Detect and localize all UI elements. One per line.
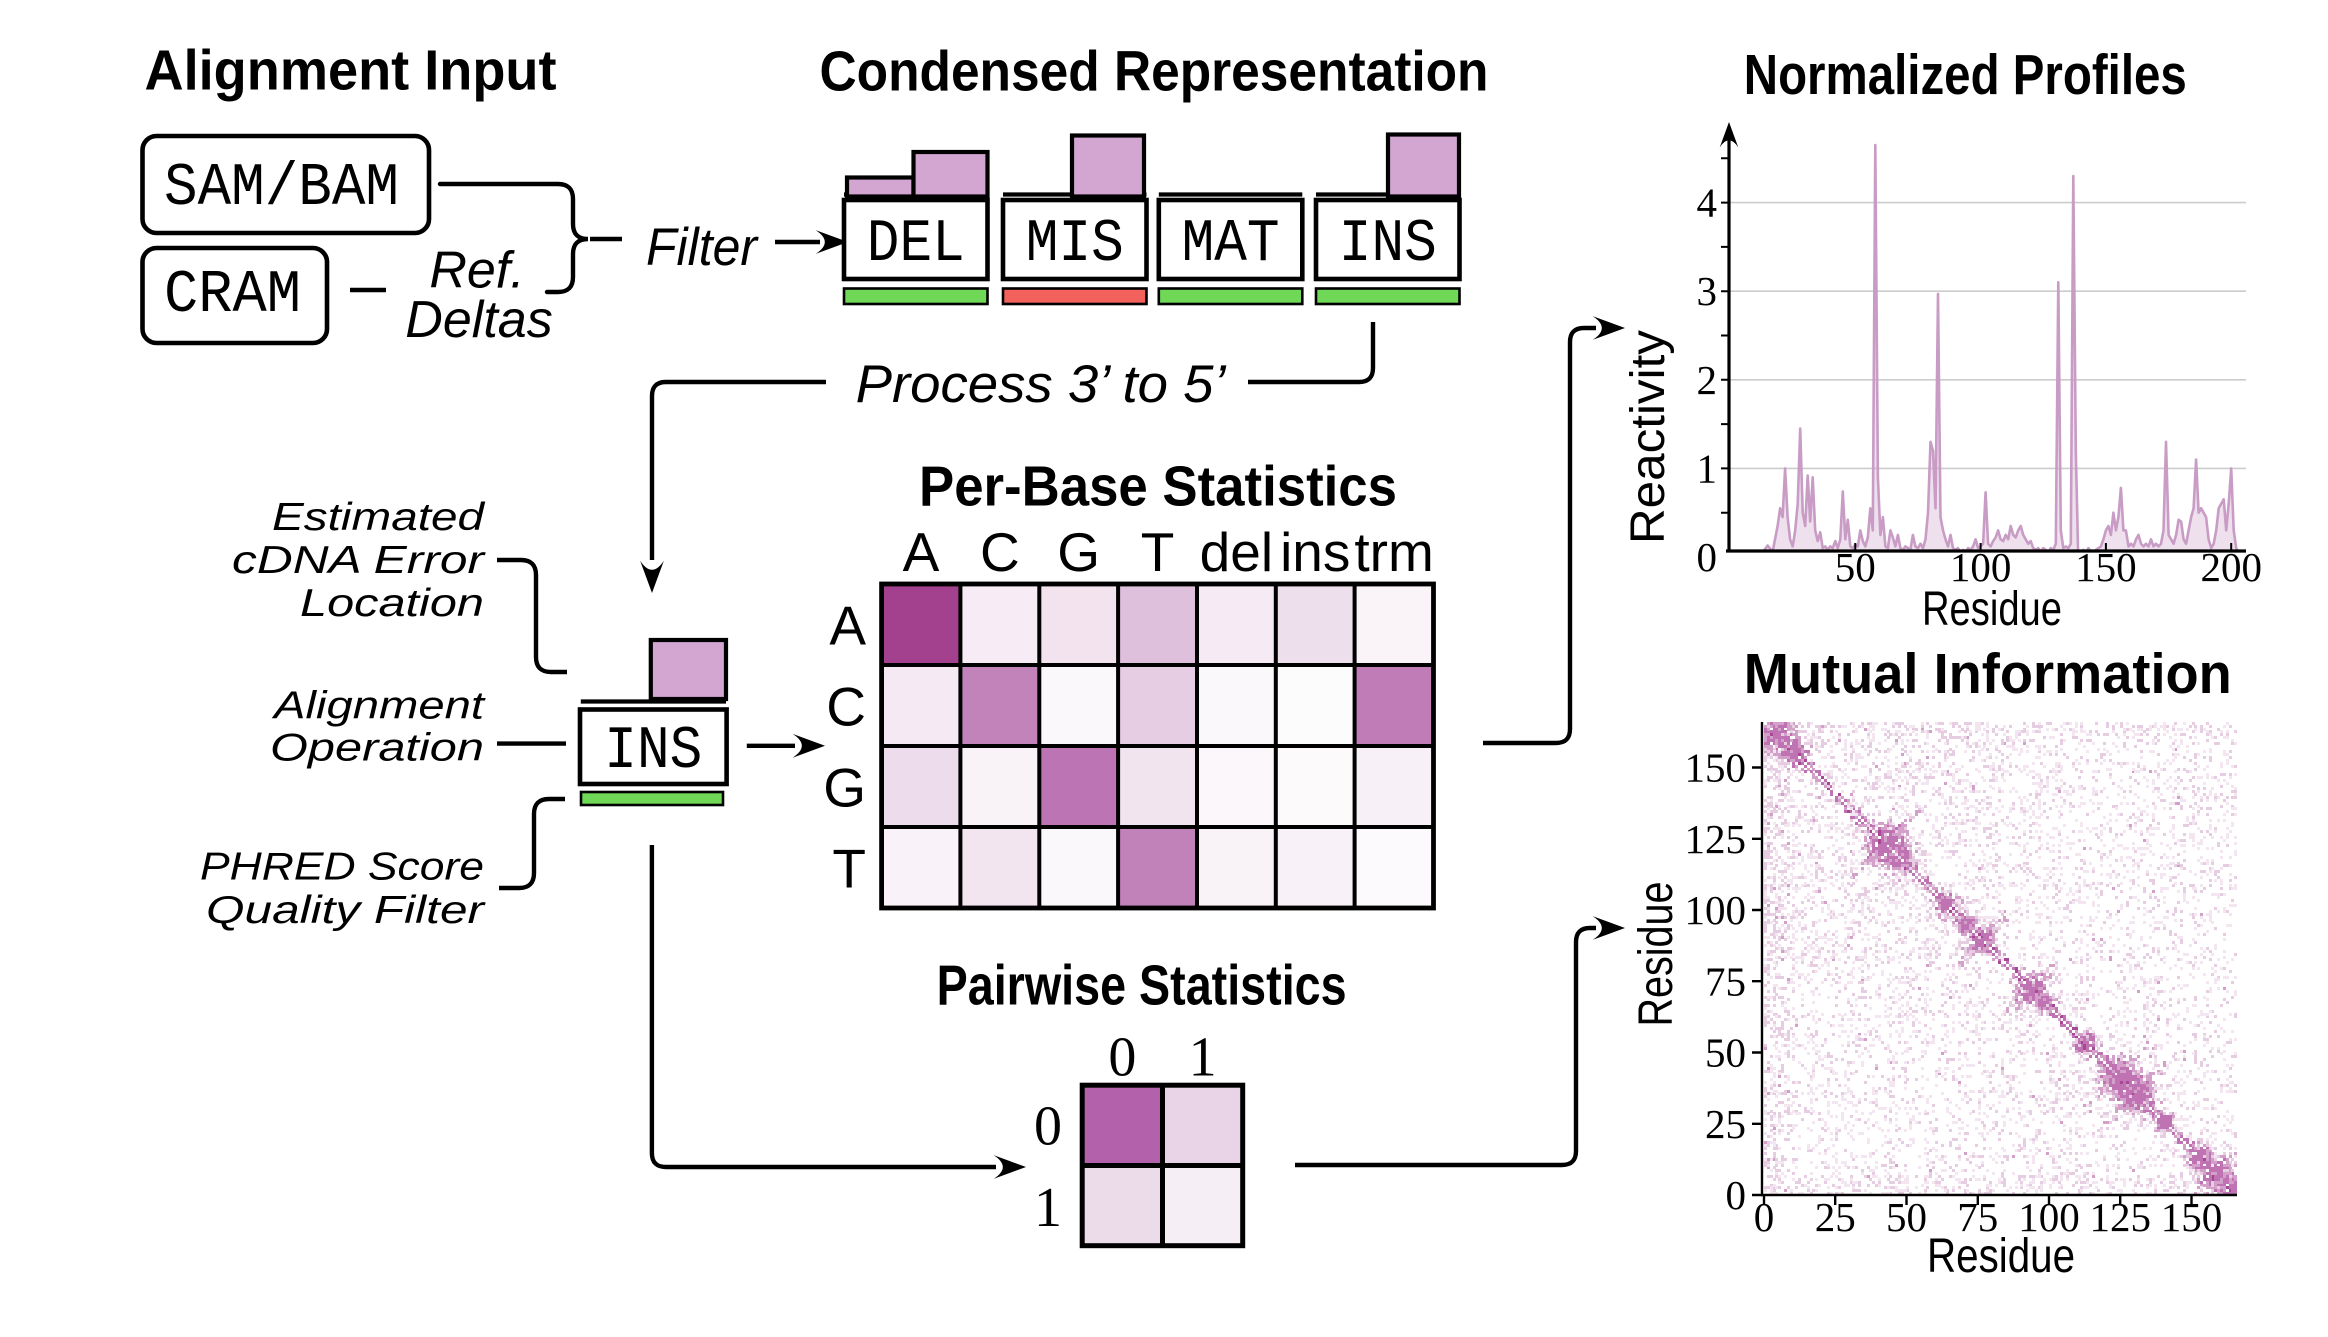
svg-text:Residue: Residue: [1927, 1230, 2075, 1283]
svg-text:125: 125: [1685, 816, 1747, 862]
svg-text:G: G: [823, 757, 866, 819]
svg-text:50: 50: [1886, 1194, 1927, 1240]
svg-text:Filter: Filter: [646, 218, 759, 277]
svg-text:0: 0: [1034, 1095, 1062, 1157]
svg-text:1: 1: [1697, 445, 1718, 491]
svg-text:75: 75: [1705, 958, 1746, 1004]
svg-text:MAT: MAT: [1182, 211, 1280, 279]
svg-text:125: 125: [2090, 1194, 2152, 1240]
svg-text:MIS: MIS: [1026, 211, 1124, 279]
svg-text:CRAM: CRAM: [164, 262, 301, 330]
svg-text:Normalized Profiles: Normalized Profiles: [1744, 43, 2187, 107]
svg-text:1: 1: [1034, 1177, 1062, 1239]
svg-text:trm: trm: [1354, 521, 1433, 583]
svg-text:del: del: [1200, 521, 1273, 583]
svg-text:T: T: [1141, 521, 1175, 583]
svg-text:Alignment Input: Alignment Input: [145, 38, 557, 102]
svg-text:Residue: Residue: [1630, 882, 1683, 1027]
svg-text:Location: Location: [300, 582, 484, 625]
svg-text:Operation: Operation: [270, 726, 484, 769]
svg-text:INS: INS: [1339, 211, 1437, 279]
svg-text:PHRED Score: PHRED Score: [200, 846, 484, 889]
svg-text:Quality Filter: Quality Filter: [206, 889, 487, 932]
svg-text:200: 200: [2200, 544, 2262, 590]
svg-text:Process 3’ to 5’: Process 3’ to 5’: [856, 355, 1227, 414]
svg-text:0: 0: [1726, 1172, 1747, 1218]
svg-text:Condensed Representation: Condensed Representation: [820, 40, 1489, 104]
svg-text:Ref.: Ref.: [429, 242, 524, 300]
svg-text:Mutual Information: Mutual Information: [1744, 642, 2232, 706]
svg-text:SAM/BAM: SAM/BAM: [164, 155, 399, 223]
svg-text:Per-Base Statistics: Per-Base Statistics: [919, 454, 1397, 518]
svg-text:50: 50: [1835, 544, 1876, 590]
svg-text:2: 2: [1697, 357, 1718, 403]
svg-text:T: T: [832, 838, 866, 900]
svg-text:G: G: [1057, 521, 1100, 583]
svg-text:DEL: DEL: [867, 211, 965, 279]
svg-text:75: 75: [1957, 1194, 1998, 1240]
svg-text:A: A: [903, 521, 940, 583]
svg-text:0: 0: [1754, 1194, 1775, 1240]
svg-text:100: 100: [1685, 887, 1747, 933]
svg-text:Deltas: Deltas: [405, 291, 552, 349]
svg-text:Pairwise Statistics: Pairwise Statistics: [937, 953, 1347, 1017]
svg-text:3: 3: [1697, 268, 1718, 314]
svg-text:150: 150: [1685, 745, 1747, 791]
svg-text:150: 150: [2075, 544, 2137, 590]
svg-text:A: A: [829, 595, 866, 657]
svg-text:0: 0: [1697, 534, 1718, 580]
svg-text:4: 4: [1697, 180, 1718, 226]
svg-text:C: C: [826, 676, 866, 738]
svg-text:Reactivity: Reactivity: [1622, 330, 1675, 544]
svg-text:100: 100: [2018, 1194, 2080, 1240]
svg-text:25: 25: [1705, 1101, 1746, 1147]
svg-text:25: 25: [1815, 1194, 1856, 1240]
svg-text:150: 150: [2161, 1194, 2223, 1240]
svg-text:Estimated: Estimated: [272, 496, 486, 539]
svg-text:cDNA Error: cDNA Error: [232, 539, 487, 582]
svg-text:50: 50: [1705, 1030, 1746, 1076]
svg-text:100: 100: [1950, 544, 2012, 590]
svg-text:1: 1: [1189, 1026, 1217, 1088]
svg-text:0: 0: [1108, 1026, 1136, 1088]
svg-text:Residue: Residue: [1922, 583, 2062, 636]
svg-text:Alignment: Alignment: [272, 684, 487, 727]
svg-text:C: C: [980, 521, 1020, 583]
svg-text:ins: ins: [1280, 521, 1350, 583]
svg-text:INS: INS: [604, 718, 702, 786]
